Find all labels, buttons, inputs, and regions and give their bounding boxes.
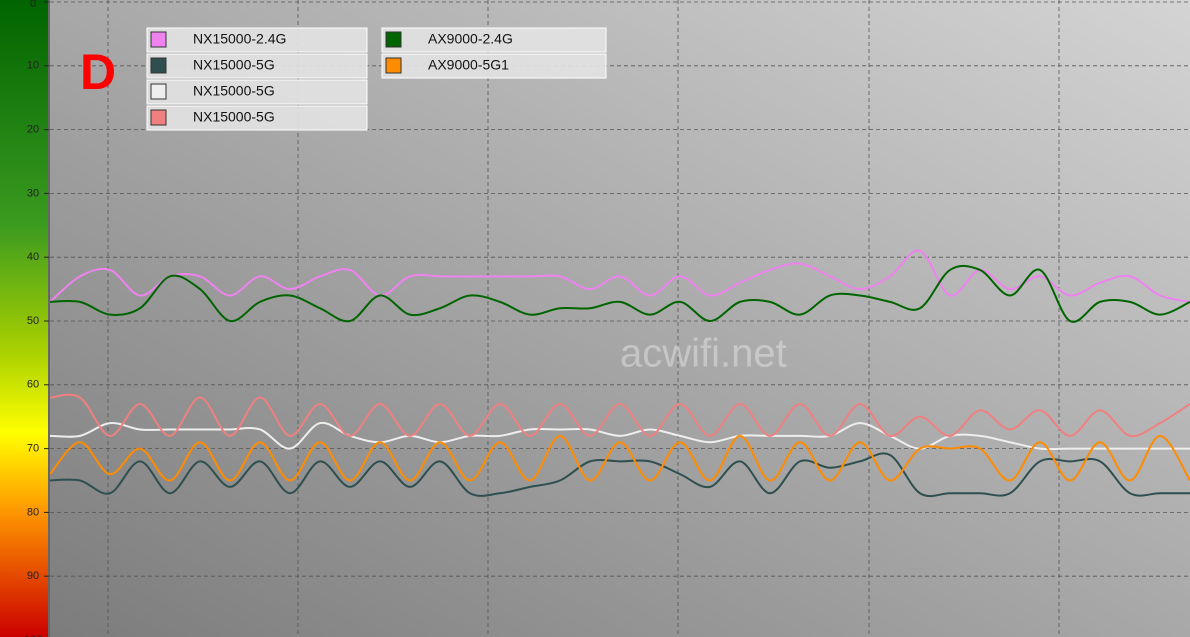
series-line <box>49 452 1190 498</box>
legend-row <box>381 27 607 53</box>
y-tick-label: 20 <box>27 124 39 136</box>
legend-label: AX9000-5G1 <box>428 57 509 73</box>
legend-label: NX15000-5G <box>193 83 275 99</box>
legend-swatch <box>150 31 167 48</box>
legend-row <box>381 53 607 79</box>
y-tick-label: 80 <box>27 506 39 518</box>
series-line <box>49 249 1190 303</box>
legend-row <box>146 79 368 105</box>
legend-label: NX15000-2.4G <box>193 31 286 47</box>
legend-row <box>146 105 368 131</box>
legend-swatch <box>385 31 402 48</box>
legend-label: NX15000-5G <box>193 57 275 73</box>
watermark: acwifi.net <box>620 332 787 376</box>
legend-row <box>146 53 368 79</box>
y-ticks: 0 10 20 30 40 50 60 70 80 90 100 <box>24 0 49 637</box>
y-tick-label: 100 <box>24 634 42 637</box>
legend-label: AX9000-2.4G <box>428 31 513 47</box>
y-tick-label: 30 <box>27 187 39 199</box>
y-tick-label: 70 <box>27 443 39 455</box>
legend-row <box>146 27 368 53</box>
series-line <box>49 264 1190 323</box>
series-line <box>49 393 1190 438</box>
y-tick-label: 0 <box>30 0 36 10</box>
legend-swatch <box>150 83 167 100</box>
legend-label: NX15000-5G <box>193 109 275 125</box>
lines <box>49 249 1190 498</box>
legend-swatch <box>385 57 402 74</box>
y-tick-label: 60 <box>27 379 39 391</box>
legend: NX15000-2.4G NX15000-5G NX15000-5G NX15000-… <box>146 27 607 131</box>
series-line <box>49 434 1190 482</box>
annotation: D <box>80 44 116 100</box>
y-tick-label: 50 <box>27 315 39 327</box>
legend-swatch <box>150 57 167 74</box>
color-scale <box>0 0 48 637</box>
legend-swatch <box>150 109 167 126</box>
y-tick-label: 40 <box>27 251 39 263</box>
y-tick-label: 90 <box>27 570 39 582</box>
y-tick-label: 10 <box>27 60 39 72</box>
